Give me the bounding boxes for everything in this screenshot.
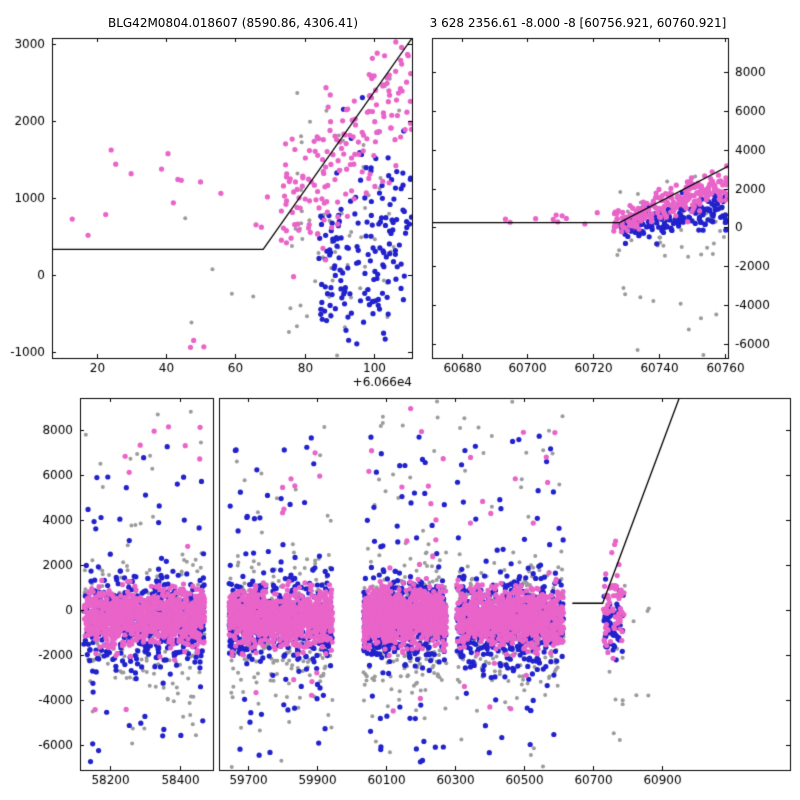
right-panel-title: 3 628 2356.61 -8.000 -8 [60756.921, 6076…	[429, 16, 727, 30]
left-panel-title: BLG42M0804.018607 (8590.86, 4306.41)	[107, 16, 359, 30]
